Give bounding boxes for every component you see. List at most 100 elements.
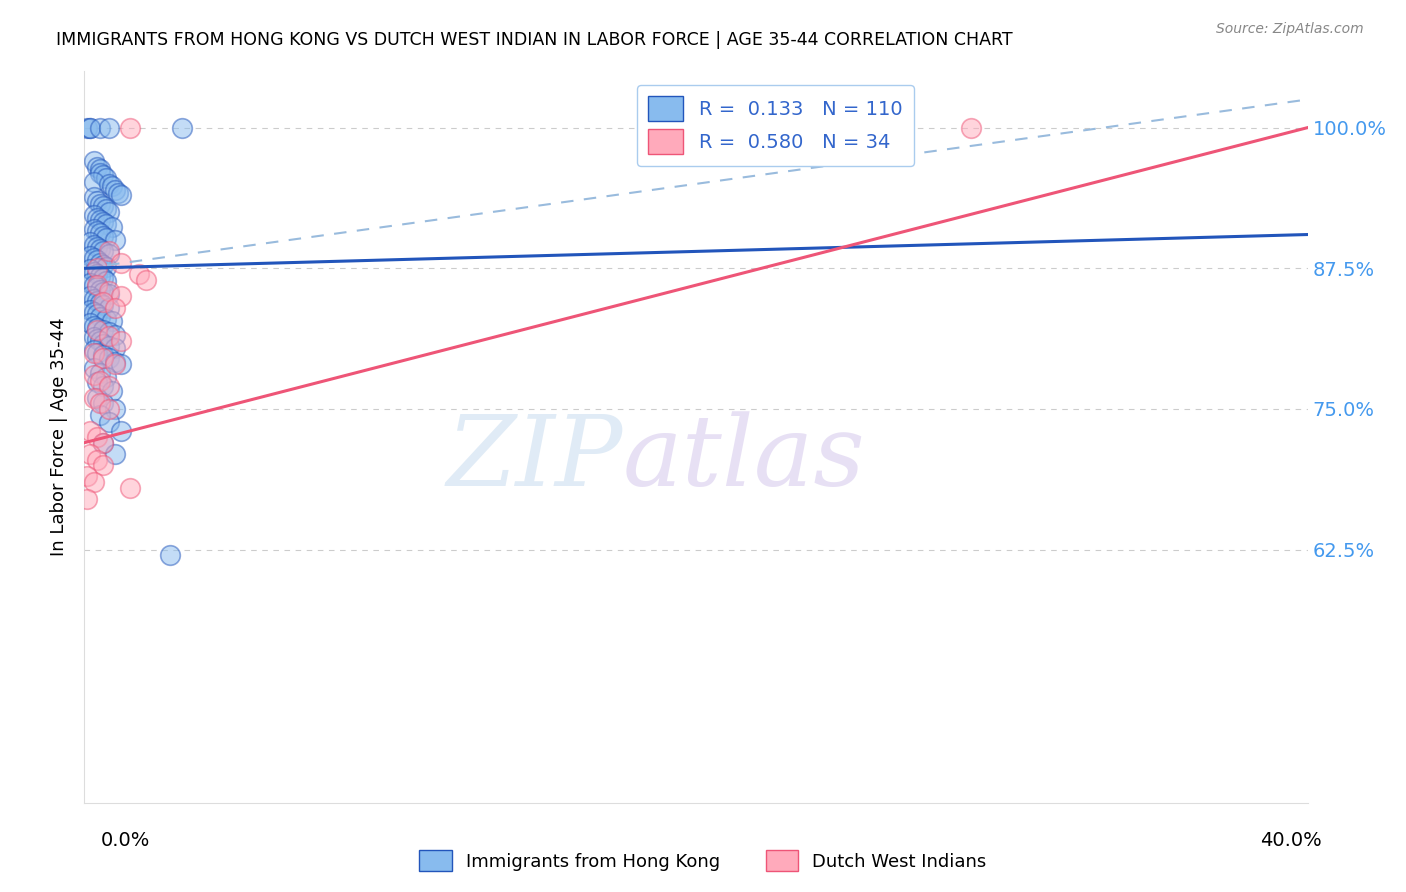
Point	[83, 343, 105, 358]
Point	[94, 274, 117, 288]
Point	[76, 491, 98, 506]
Point	[86, 194, 108, 208]
Point	[83, 222, 105, 236]
Point	[89, 255, 111, 269]
Point	[79, 302, 101, 317]
Point	[107, 186, 129, 200]
Point	[89, 197, 111, 211]
Point	[97, 301, 120, 315]
Point	[94, 202, 117, 216]
Point	[91, 298, 114, 312]
Point	[97, 379, 120, 393]
Legend: Immigrants from Hong Kong, Dutch West Indians: Immigrants from Hong Kong, Dutch West In…	[412, 843, 994, 879]
Text: atlas: atlas	[623, 411, 865, 507]
Point	[104, 354, 127, 368]
Point	[97, 326, 120, 340]
Text: 40.0%: 40.0%	[1260, 831, 1322, 850]
Point	[159, 548, 181, 562]
Point	[91, 258, 114, 272]
Point	[97, 339, 120, 353]
Point	[91, 168, 114, 182]
Point	[94, 260, 117, 275]
Point	[110, 289, 132, 303]
Point	[86, 160, 108, 174]
Text: ZIP: ZIP	[446, 411, 623, 507]
Point	[89, 334, 111, 349]
Point	[91, 228, 114, 243]
Point	[86, 278, 108, 293]
Point	[89, 396, 111, 410]
Point	[91, 285, 114, 299]
Point	[86, 345, 108, 359]
Point	[86, 307, 108, 321]
Point	[104, 182, 127, 196]
Point	[97, 351, 120, 366]
Point	[135, 272, 157, 286]
Point	[97, 416, 120, 430]
Point	[97, 205, 120, 219]
Point	[79, 235, 101, 250]
Point	[89, 283, 111, 297]
Legend: R =  0.133   N = 110, R =  0.580   N = 34: R = 0.133 N = 110, R = 0.580 N = 34	[637, 85, 914, 166]
Point	[101, 384, 124, 398]
Point	[79, 262, 101, 277]
Point	[91, 271, 114, 285]
Point	[79, 120, 101, 135]
Point	[83, 265, 105, 279]
Point	[104, 447, 127, 461]
Point	[89, 269, 111, 284]
Point	[83, 237, 105, 252]
Point	[110, 425, 132, 439]
Point	[86, 240, 108, 254]
Point	[91, 351, 114, 366]
Point	[86, 321, 108, 335]
Point	[97, 287, 120, 301]
Point	[86, 375, 108, 389]
Point	[94, 218, 117, 232]
Point	[94, 370, 117, 384]
Point	[101, 179, 124, 194]
Point	[83, 292, 105, 306]
Point	[86, 267, 108, 281]
Point	[91, 215, 114, 229]
Point	[91, 323, 114, 337]
Y-axis label: In Labor Force | Age 35-44: In Labor Force | Age 35-44	[49, 318, 67, 557]
Point	[79, 276, 101, 290]
Point	[101, 314, 124, 328]
Point	[83, 208, 105, 222]
Point	[89, 242, 111, 256]
Text: Source: ZipAtlas.com: Source: ZipAtlas.com	[1216, 22, 1364, 37]
Point	[120, 120, 142, 135]
Point	[91, 199, 114, 213]
Point	[79, 317, 101, 331]
Point	[86, 323, 108, 337]
Point	[76, 469, 98, 483]
Point	[83, 368, 105, 383]
Point	[94, 171, 117, 186]
Point	[104, 233, 127, 247]
Point	[91, 348, 114, 362]
Point	[104, 341, 127, 355]
Point	[89, 374, 111, 388]
Point	[91, 435, 114, 450]
Point	[97, 246, 120, 260]
Point	[83, 251, 105, 265]
Point	[83, 391, 105, 405]
Point	[104, 301, 127, 315]
Point	[104, 357, 127, 371]
Point	[94, 312, 117, 326]
Point	[86, 391, 108, 405]
Point	[86, 293, 108, 308]
Point	[83, 154, 105, 169]
Point	[97, 177, 120, 191]
Point	[89, 213, 111, 227]
Point	[76, 120, 98, 135]
Point	[94, 231, 117, 245]
Point	[83, 345, 105, 359]
Text: 0.0%: 0.0%	[101, 831, 150, 850]
Point	[83, 190, 105, 204]
Point	[83, 305, 105, 319]
Point	[91, 244, 114, 259]
Point	[86, 211, 108, 225]
Point	[110, 255, 132, 269]
